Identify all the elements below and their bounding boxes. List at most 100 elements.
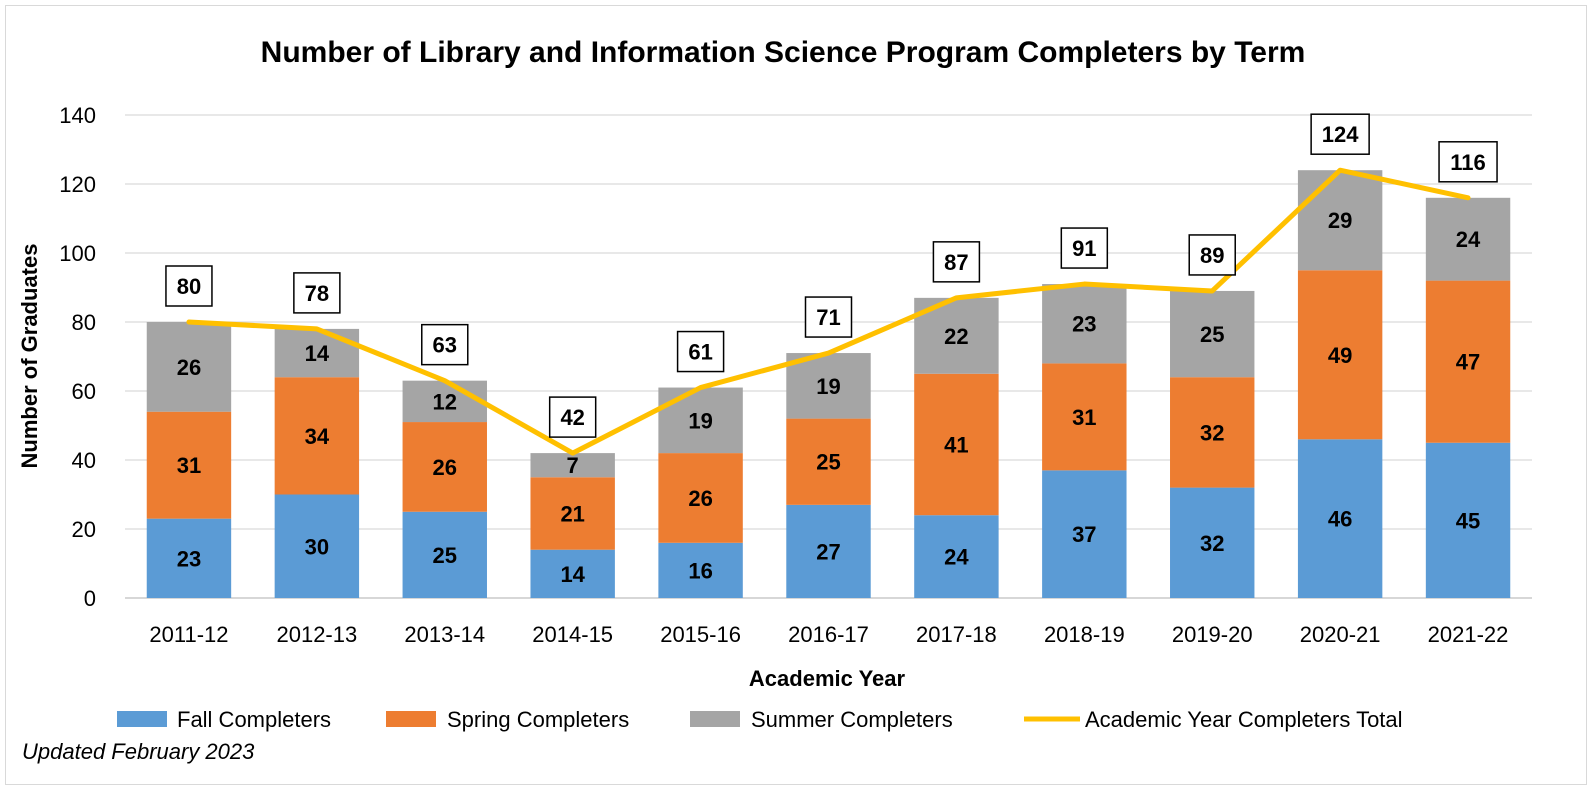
total-value-label: 89 <box>1200 243 1224 268</box>
total-line <box>186 167 1471 456</box>
y-tick-label: 0 <box>84 586 96 611</box>
total-label-box <box>293 272 341 314</box>
fall-bar <box>786 504 871 598</box>
legend-swatch-fall <box>117 711 167 727</box>
total-label-box <box>165 265 213 307</box>
y-tick-label: 120 <box>59 172 96 197</box>
y-tick-label: 40 <box>72 448 96 473</box>
fall-bar <box>402 511 487 598</box>
total-value-label: 42 <box>560 405 584 430</box>
fall-value-label: 25 <box>433 543 457 568</box>
total-value-label: 91 <box>1072 236 1096 261</box>
summer-value-label: 7 <box>567 453 579 478</box>
total-value-label: 116 <box>1450 150 1486 175</box>
summer-value-label: 19 <box>816 374 840 399</box>
total-label-box <box>421 323 469 366</box>
spring-bar <box>786 418 871 505</box>
fall-bar <box>1425 442 1511 598</box>
fall-value-label: 45 <box>1456 508 1480 533</box>
fall-bar <box>1170 487 1255 598</box>
spring-bar <box>658 453 743 543</box>
summer-value-label: 22 <box>944 324 968 349</box>
summer-bar <box>1042 284 1127 364</box>
total-label-box <box>804 296 853 338</box>
x-tick-label: 2021-22 <box>1428 622 1509 647</box>
spring-value-label: 49 <box>1328 343 1352 368</box>
total-value-label: 71 <box>816 305 840 330</box>
fall-value-label: 46 <box>1328 507 1352 532</box>
y-tick-label: 100 <box>59 241 96 266</box>
summer-bar <box>1297 170 1383 271</box>
x-tick-label: 2012-13 <box>276 622 357 647</box>
spring-bar <box>146 411 232 519</box>
spring-value-label: 34 <box>305 424 330 449</box>
summer-bar <box>146 322 232 412</box>
total-label-box <box>548 396 597 438</box>
summer-bar <box>1425 197 1511 281</box>
y-tick-label: 140 <box>59 103 96 128</box>
spring-bar <box>274 377 360 495</box>
legend-swatch-summer <box>690 711 740 727</box>
summer-bar <box>274 328 360 378</box>
summer-bar <box>530 453 615 478</box>
legend: Fall Completers Spring Completers Summer C… <box>117 707 1403 732</box>
total-label-box <box>1310 113 1370 155</box>
spring-value-label: 31 <box>177 453 201 478</box>
summer-bar <box>402 380 487 423</box>
fall-bar <box>1297 439 1383 598</box>
spring-value-label: 31 <box>1072 405 1096 430</box>
legend-label-academic: Academic Year Completers Total <box>1085 707 1403 732</box>
fall-bar <box>1042 470 1127 598</box>
x-tick-label: 2017-18 <box>916 622 997 647</box>
total-value-label: 87 <box>944 250 968 275</box>
total-value-label: 63 <box>433 333 457 358</box>
fall-value-label: 14 <box>560 562 585 587</box>
legend-swatch-spring <box>386 711 436 727</box>
legend-label-spring: Spring Completers <box>447 707 629 732</box>
x-tick-label: 2014-15 <box>532 622 613 647</box>
summer-bar <box>1170 290 1255 378</box>
x-tick-label: 2015-16 <box>660 622 741 647</box>
spring-value-label: 41 <box>944 432 968 457</box>
bars: 23 31 26 30 34 14 25 26 12 14 21 7 16 26 19 27 25 19 24 41 2… <box>146 170 1511 598</box>
total-series-line <box>186 167 1471 456</box>
spring-value-label: 32 <box>1200 420 1224 445</box>
total-value-label: 80 <box>177 274 201 299</box>
spring-bar <box>1042 363 1127 471</box>
x-tick-label: 2011-12 <box>149 622 228 647</box>
y-axis-title: Number of Graduates <box>17 244 42 469</box>
fall-value-label: 30 <box>305 534 329 559</box>
fall-bar <box>914 515 999 598</box>
fall-bar <box>146 518 232 598</box>
summer-value-label: 26 <box>177 355 201 380</box>
x-axis-ticks: 2011-12 2012-13 2013-14 2014-15 2015-16 2016-… <box>149 622 1508 647</box>
legend-label-fall: Fall Completers <box>177 707 331 732</box>
spring-value-label: 26 <box>433 455 457 480</box>
spring-value-label: 21 <box>560 501 584 526</box>
spring-bar <box>1170 377 1255 488</box>
spring-bar <box>402 422 487 512</box>
total-value-label: 61 <box>688 340 712 365</box>
x-tick-label: 2019-20 <box>1172 622 1253 647</box>
summer-value-label: 25 <box>1200 322 1224 347</box>
y-tick-label: 60 <box>72 379 96 404</box>
chart-title: Number of Library and Information Scienc… <box>261 36 1306 69</box>
spring-value-label: 26 <box>688 486 712 511</box>
y-tick-label: 80 <box>72 310 96 335</box>
summer-value-label: 14 <box>305 341 330 366</box>
total-label-box <box>676 330 725 373</box>
update-note: Updated February 2023 <box>22 739 255 764</box>
spring-value-label: 47 <box>1456 350 1480 375</box>
fall-value-label: 37 <box>1072 522 1096 547</box>
y-tick-label: 20 <box>72 517 96 542</box>
spring-bar <box>1297 270 1383 440</box>
total-label-box <box>1060 227 1109 269</box>
spring-bar <box>914 373 999 516</box>
summer-value-label: 19 <box>688 408 712 433</box>
total-labels: 80 78 63 42 61 71 87 91 89 124 116 <box>165 113 1498 438</box>
summer-bar <box>658 387 743 454</box>
summer-bar <box>786 353 871 419</box>
fall-bar <box>274 494 360 598</box>
fall-value-label: 16 <box>688 558 712 583</box>
